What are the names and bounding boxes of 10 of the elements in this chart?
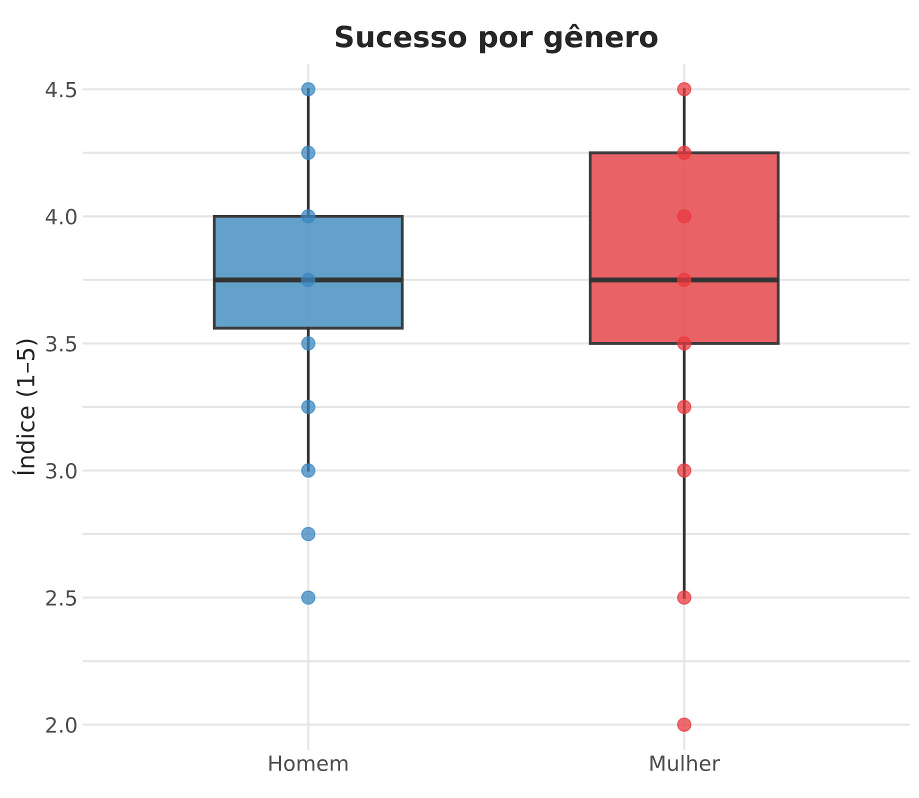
y-tick-label: 3.5 <box>46 336 76 352</box>
y-axis-title: Índice (1–5) <box>12 340 38 475</box>
y-tick-label: 4.0 <box>46 208 76 225</box>
x-tick-label: Mulher <box>650 754 720 772</box>
y-tick-label: 4.5 <box>46 82 76 98</box>
y-tick-label: 3.0 <box>46 462 76 479</box>
x-tick-label: Homem <box>269 756 348 772</box>
y-tick-label: 2.5 <box>46 590 76 606</box>
chart-title: Sucesso por gênero <box>336 24 658 54</box>
y-tick-label: 2.0 <box>46 717 76 733</box>
